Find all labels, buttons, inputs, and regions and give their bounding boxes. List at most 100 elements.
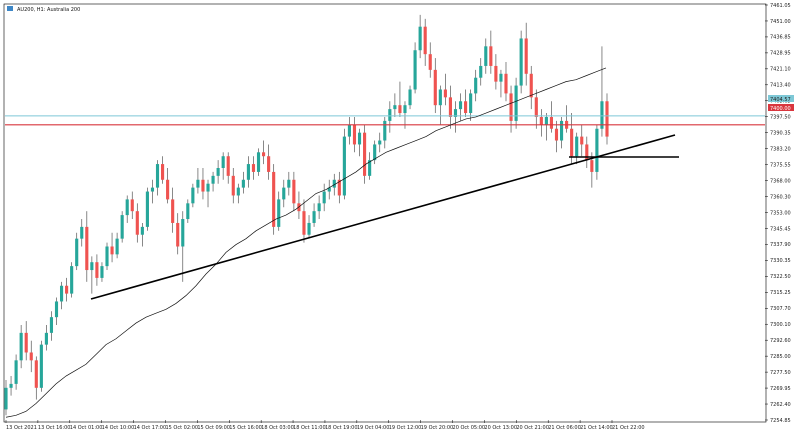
candle-body [570,128,574,157]
candle [90,256,94,294]
candle-body [423,26,427,55]
current-price-tag-text: 7404.57 [770,97,791,103]
candle [504,62,508,102]
candle-body [539,116,543,125]
candle [378,132,382,153]
candle [600,46,604,137]
candle-body [287,179,291,188]
y-tick-label: 7461.05 [770,3,791,9]
candle [70,262,74,298]
candle [565,105,569,133]
x-tick-label: 21 Oct 14:00 [580,425,613,431]
x-tick-label: 19 Oct 12:00 [389,425,422,431]
candle-body [150,187,155,192]
candle-body [544,116,548,125]
chart-frame [3,3,767,423]
candle [65,277,69,302]
y-tick-label: 7330.35 [770,258,791,264]
candle-body [519,38,523,86]
candle [216,160,220,184]
candle [302,199,306,243]
candle-body [186,203,190,220]
candle [312,203,316,227]
candle-body [322,191,326,204]
candle-body [59,285,64,302]
y-tick-label: 7353.00 [770,210,791,216]
x-tick-label: 18 Oct 03:00 [261,425,294,431]
candle-body [201,179,205,192]
candle-body [514,85,518,121]
price-axis[interactable]: 7461.05 7451.00 7436.85 7428.95 7421.10 7413.… [765,3,791,424]
candle-body [49,317,54,333]
candle-body [231,175,235,196]
candle [544,113,548,141]
candle-body [135,211,139,235]
candle [307,215,311,239]
candle [514,77,518,129]
candle [368,152,372,180]
candle-body [85,226,89,271]
candle-body [479,65,483,78]
candle [267,144,271,180]
candle-body [277,199,281,227]
candle [75,232,79,271]
candle-body [282,187,286,200]
candle [398,81,402,117]
x-tick-label: 15 Oct 09:00 [197,425,230,431]
candle [403,101,407,129]
candle-body [458,101,463,110]
y-tick-label: 7337.90 [770,242,791,248]
candle-body [312,211,316,223]
candle-body [504,73,508,94]
candles-layer [4,14,609,416]
candle [166,167,170,204]
candle-body [4,387,8,410]
y-tick-label: 7292.60 [770,338,791,344]
y-tick-label: 7322.50 [770,274,791,280]
symbol-label: AU200, H1: Australia 200 [17,7,80,13]
candle-body [403,105,407,114]
candle [54,297,59,326]
candle-body [272,171,276,227]
candle-body [115,238,119,255]
candle [140,222,144,247]
candle [408,85,412,110]
x-tick-label: 20 Oct 05:00 [453,425,486,431]
candle-body [388,109,392,121]
candle-body [590,160,594,172]
candle [80,219,84,247]
candle [494,54,498,90]
candle [160,156,165,184]
candle-body [448,97,453,117]
candle [438,85,442,125]
candle [443,73,447,106]
candle [4,379,8,416]
candle [196,167,200,194]
candle-body [267,156,271,172]
y-tick-label: 7413.40 [770,83,791,89]
moving-average-line [5,67,607,418]
candle-body [464,101,468,114]
candle [413,42,417,94]
candle [534,89,538,129]
candle [105,242,109,271]
time-axis[interactable]: 13 Oct 2021 13 Oct 16:00 14 Oct 01:00 14 Oc… [5,420,645,431]
candle-body [534,97,538,117]
price-tags: 7404.57 7400.00 [768,95,794,112]
trendline[interactable] [90,134,676,300]
x-tick-label: 18 Oct 19:00 [325,425,358,431]
y-tick-label: 7360.30 [770,194,791,200]
candle [363,124,367,184]
candle-body [70,266,74,294]
overlays-layer [5,67,765,418]
candle [570,113,574,165]
candle [100,262,104,282]
candle-body [19,332,23,361]
y-tick-label: 7345.45 [770,226,791,232]
candle-body [14,360,18,384]
candle [453,101,458,133]
candle [9,376,13,396]
candle [24,321,28,361]
y-tick-label: 7421.10 [770,67,791,73]
